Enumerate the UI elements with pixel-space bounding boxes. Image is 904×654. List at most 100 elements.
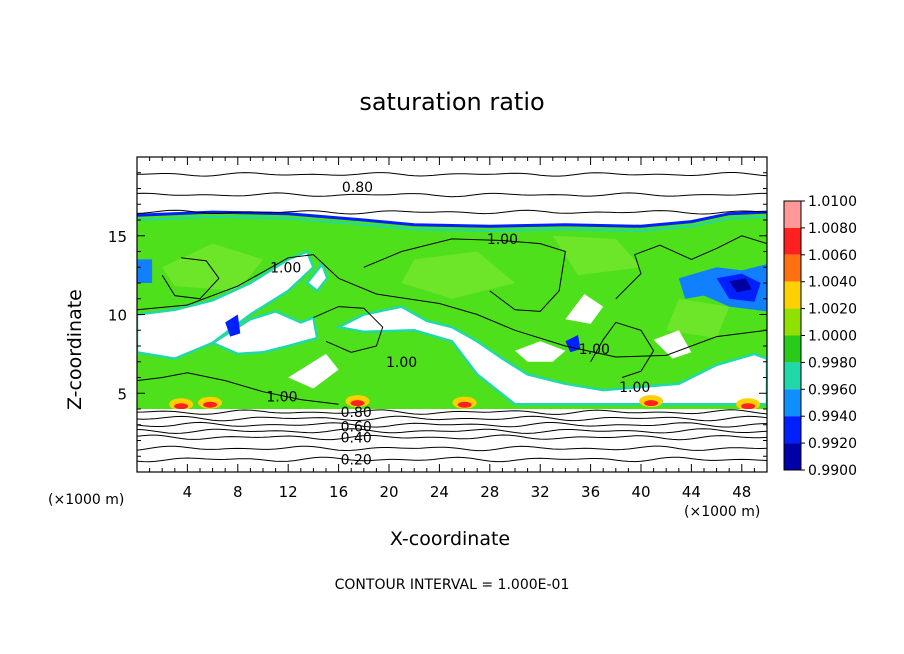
x-tick-label-3: 16: [329, 483, 348, 501]
saturation-contour-5: [161, 257, 220, 300]
colorbar-swatch-8: [784, 416, 801, 444]
colorbar-label-8: 0.9940: [808, 409, 857, 425]
contour-label-5: 1.00: [619, 380, 650, 396]
lower-contour-0: [137, 409, 767, 415]
lower-contour-4: [137, 434, 767, 441]
contour-lines: [137, 172, 767, 463]
saturated-patch-3: [666, 298, 730, 339]
dry-region-0: [137, 251, 314, 359]
dry-region-5: [565, 294, 604, 324]
dry-region-6: [288, 353, 339, 389]
supersaturated-core-4: [741, 403, 756, 410]
x-tick-label-4: 20: [379, 483, 398, 501]
x-tick-label-8: 36: [581, 483, 600, 501]
contour-label-4: 1.00: [579, 342, 610, 358]
contour-label-0: 0.80: [342, 180, 373, 196]
contour-label-6: 1.00: [266, 389, 297, 405]
colorbar-swatch-7: [784, 389, 801, 417]
lower-contour-1: [137, 415, 767, 422]
lower-dry-layer: [137, 409, 767, 472]
dry-region-4: [515, 341, 566, 362]
saturation-contour-6: [590, 321, 655, 378]
saturated-patch-0: [162, 243, 263, 291]
dry-fringe-2: [305, 261, 329, 293]
y-tick-label-2: 15: [108, 228, 127, 246]
x-tick-label-1: 8: [233, 483, 243, 501]
supersaturated-core-3: [457, 401, 472, 408]
saturated-patch-1: [401, 251, 515, 299]
saturated-patch-2: [552, 235, 641, 276]
x-axis-label: X-coordinate: [389, 528, 511, 550]
chart-title: saturation ratio: [359, 88, 545, 116]
saturation-contour-1: [363, 238, 566, 312]
colorbar-swatch-3: [784, 281, 801, 309]
supersaturated-core-0: [174, 403, 189, 410]
colorbar-label-1: 1.0080: [808, 221, 857, 237]
lower-contour-5: [137, 445, 767, 452]
x-tick-label-2: 12: [279, 483, 298, 501]
lower-contour-3: [137, 428, 767, 434]
contour-label-9: 0.40: [341, 430, 372, 446]
lower-contour-2: [137, 421, 767, 428]
saturation-contour-3: [137, 372, 339, 405]
y-axis: 5 10 15: [108, 172, 767, 457]
lower-contour-6: [137, 456, 767, 463]
colorbar-swatch-6: [784, 362, 801, 390]
contour-label-2: 1.00: [270, 260, 301, 276]
supersaturated-core-2: [350, 400, 365, 407]
upper-contour-0: [137, 172, 767, 177]
contour-label-10: 0.20: [341, 452, 372, 468]
y-tick-label-1: 10: [108, 307, 127, 325]
dry-region-3: [338, 306, 767, 405]
y-tick-label-0: 5: [117, 385, 127, 403]
saturation-contour-2: [615, 235, 767, 300]
colorbar-swatch-4: [784, 308, 801, 336]
colorbar-label-2: 1.0060: [808, 248, 857, 264]
contour-label-3: 1.00: [386, 355, 417, 371]
x-unit-label-right: (×1000 m): [684, 504, 761, 520]
dry-fringe-1: [209, 310, 319, 356]
colorbar-label-7: 0.9960: [808, 382, 857, 398]
supersaturated-core-1: [203, 401, 218, 408]
colorbar: 1.0100 1.0080 1.0060 1.0040 1.0020 1.0000 0.99…: [783, 194, 857, 479]
x-tick-label-10: 44: [682, 483, 701, 501]
x-tick-label-0: 4: [183, 483, 193, 501]
dry-region-7: [653, 330, 692, 359]
plot-area: [137, 157, 767, 472]
contour-labels: 0.801.001.001.001.001.001.000.800.600.40…: [266, 180, 650, 468]
y-axis-label: Z-coordinate: [64, 289, 86, 410]
upper-contour-2: [137, 209, 767, 215]
colorbar-label-10: 0.9900: [808, 463, 857, 479]
cloud-top-inner-edge: [137, 215, 767, 233]
dry-region-1: [212, 311, 318, 354]
subsaturated-patch-mid: [225, 314, 241, 337]
x-tick-label-11: 48: [732, 483, 751, 501]
saturation-contour-0: [137, 254, 767, 358]
x-tick-label-9: 40: [631, 483, 650, 501]
colorbar-swatch-2: [784, 254, 801, 282]
x-unit-label-left: (×1000 m): [48, 492, 125, 508]
colorbar-label-5: 1.0000: [808, 329, 857, 345]
cloud-top-edge: [137, 210, 767, 228]
dry-fringe-3: [334, 305, 767, 406]
supersaturated-core-5: [644, 400, 659, 407]
x-tick-label-5: 24: [430, 483, 449, 501]
dry-fringe-0: [137, 249, 315, 360]
upper-contour-1: [137, 192, 767, 198]
saturation-contour-4: [313, 306, 384, 353]
colorbar-label-0: 1.0100: [808, 194, 857, 210]
colorbar-label-3: 1.0040: [808, 275, 857, 291]
colorbar-swatch-5: [784, 335, 801, 363]
x-tick-label-6: 28: [480, 483, 499, 501]
subsaturated-patch-left: [137, 259, 153, 283]
colorbar-label-9: 0.9920: [808, 436, 857, 452]
subsaturated-deep-right: [729, 278, 752, 293]
colorbar-label-4: 1.0020: [808, 302, 857, 318]
contour-interval-note: CONTOUR INTERVAL = 1.000E-01: [334, 577, 570, 593]
contour-label-8: 0.60: [341, 419, 372, 435]
contour-label-1: 1.00: [487, 232, 518, 248]
colorbar-label-6: 0.9980: [808, 355, 857, 371]
colorbar-swatch-0: [784, 201, 801, 228]
saturation-field: [137, 210, 767, 472]
